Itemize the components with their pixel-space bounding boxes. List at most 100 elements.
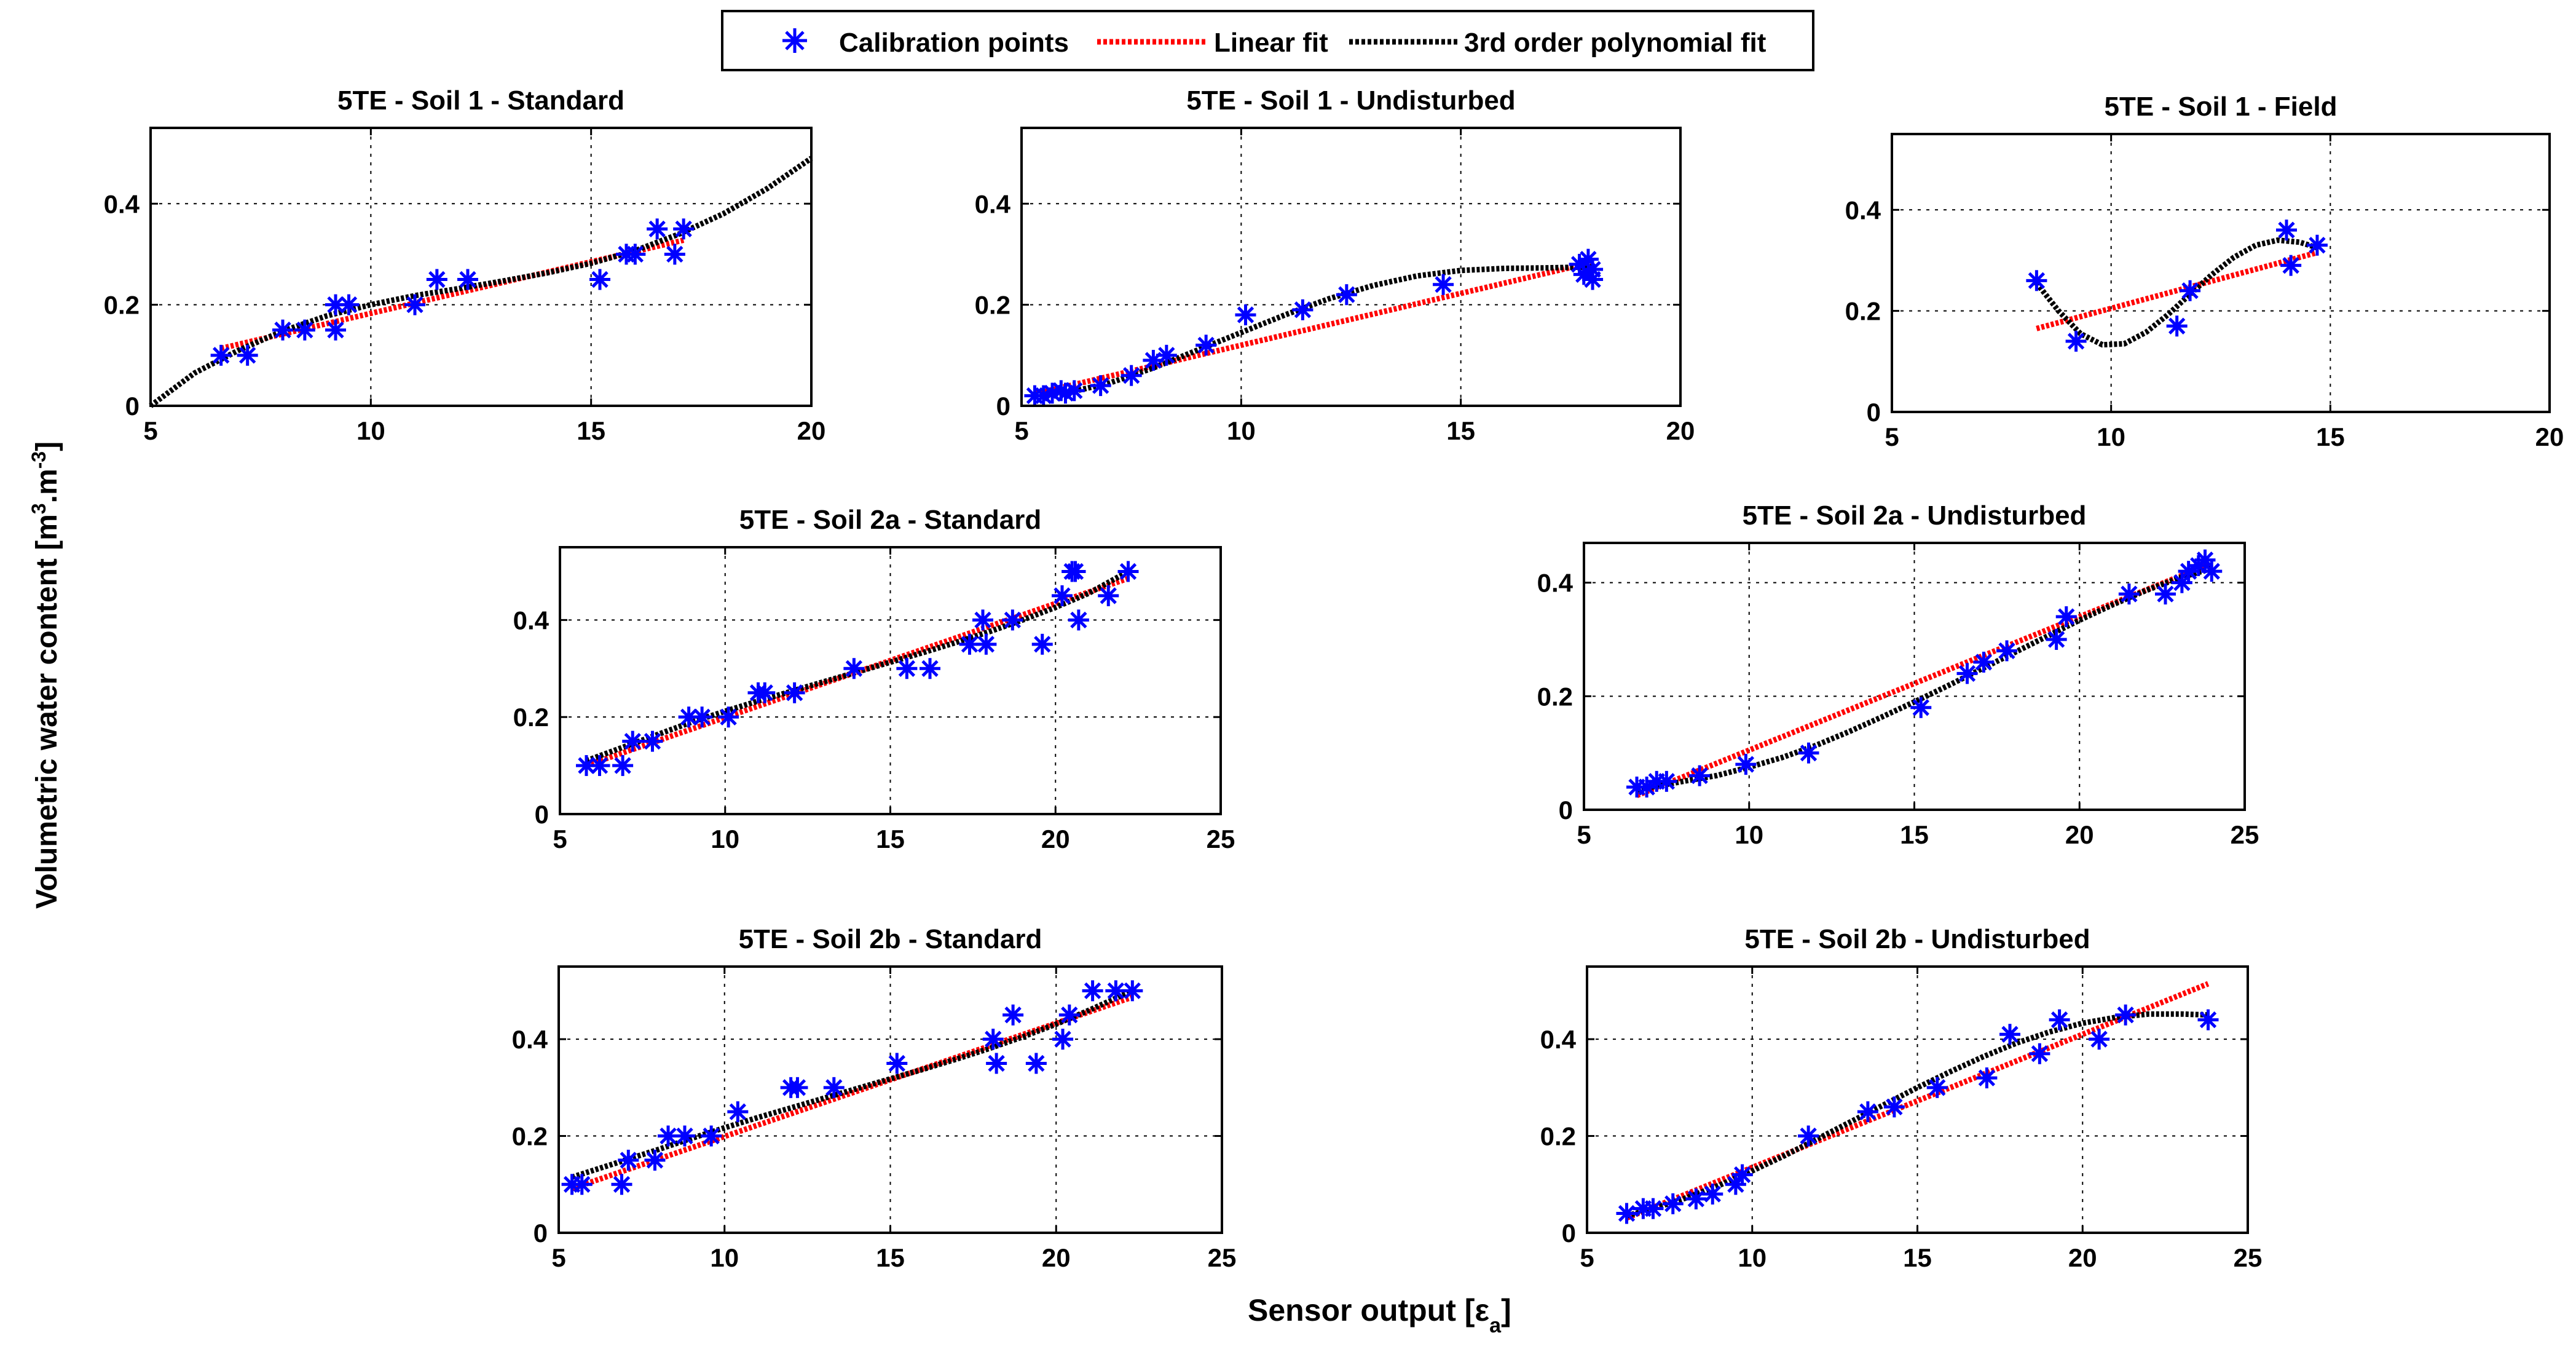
calibration-point — [457, 269, 478, 290]
y-tick-label: 0.2 — [975, 291, 1010, 320]
calibration-point — [426, 269, 447, 290]
calibration-point — [210, 344, 232, 366]
calibration-point — [1702, 1184, 1723, 1205]
calibration-point — [404, 294, 425, 315]
calibration-point — [2201, 561, 2223, 582]
calibration-point — [1292, 299, 1314, 320]
legend-points-label: Calibration points — [839, 28, 1069, 58]
x-tick-label: 20 — [1041, 825, 1070, 853]
y-tick-label: 0 — [534, 1219, 548, 1248]
calibration-point — [823, 1077, 845, 1098]
y-tick-label: 0.4 — [1845, 196, 1881, 224]
calibration-point — [2171, 572, 2192, 593]
calibration-point — [664, 243, 685, 265]
calibration-point — [982, 1029, 1004, 1050]
calibration-point — [1002, 609, 1023, 631]
calibration-point — [1063, 380, 1085, 402]
calibration-point — [975, 633, 997, 655]
plot-area — [1892, 134, 2550, 412]
subplot-soil2a-standard: 5 10 15 20 25 0 0.2 0.4 5TE - Soil 2a - Standard — [513, 505, 1235, 853]
calibration-point — [1956, 663, 1978, 684]
y-tick-label: 0 — [1559, 796, 1573, 825]
calibration-point — [624, 243, 646, 265]
calibration-point — [1336, 284, 1357, 306]
calibration-point — [611, 1174, 632, 1195]
y-tick-label: 0.2 — [1540, 1122, 1576, 1151]
calibration-point — [2029, 1043, 2050, 1064]
calibration-point — [612, 755, 634, 777]
calibration-point — [674, 1125, 696, 1147]
calibration-point — [1973, 651, 1995, 673]
calibration-point — [1235, 304, 1256, 326]
calibration-point — [678, 706, 699, 728]
calibration-point — [2197, 1009, 2219, 1031]
y-tick-label: 0.4 — [975, 189, 1011, 218]
calibration-point — [1883, 1096, 1905, 1118]
calibration-point — [1656, 770, 1677, 792]
calibration-point — [622, 730, 644, 752]
calibration-point — [920, 658, 940, 679]
calibration-point — [1582, 269, 1604, 290]
calibration-point — [237, 344, 258, 366]
calibration-point — [972, 609, 993, 631]
axes-frame — [1020, 127, 1682, 407]
calibration-point — [1857, 1101, 1878, 1123]
calibration-point — [1996, 640, 2017, 662]
x-tick-label: 15 — [2316, 422, 2345, 451]
subplot-grid: 5 10 15 20 0 0.2 0.4 5TE - Soil 1 - Standard 5 10… — [104, 85, 2564, 1272]
calibration-point — [1195, 334, 1217, 356]
subplot-soil2b-standard: 5 10 15 20 25 0 0.2 0.4 5TE - Soil 2b - Standard — [512, 924, 1237, 1272]
calibration-point — [1098, 585, 1119, 606]
x-tick-label: 5 — [1577, 820, 1591, 849]
calibration-point — [338, 294, 360, 315]
x-tick-label: 15 — [1903, 1243, 1932, 1272]
axes-frame — [1586, 965, 2249, 1234]
calibration-point — [618, 1149, 639, 1171]
x-tick-label: 5 — [1014, 416, 1028, 445]
calibration-point — [1662, 1193, 1684, 1214]
calibration-point — [2280, 255, 2302, 276]
calibration-point — [644, 1149, 666, 1171]
x-tick-label: 5 — [553, 825, 567, 853]
calibration-point — [2306, 234, 2328, 256]
calibration-point — [754, 682, 776, 703]
legend-points-star — [782, 28, 807, 53]
y-tick-label: 0.2 — [513, 703, 549, 732]
subplot-title: 5TE - Soil 1 - Standard — [337, 85, 624, 116]
subplot-title: 5TE - Soil 1 - Undisturbed — [1186, 85, 1515, 116]
x-tick-label: 5 — [143, 416, 157, 445]
calibration-point — [959, 633, 980, 655]
calibration-point — [1031, 633, 1053, 655]
calibration-point — [1910, 697, 1932, 718]
calibration-point — [718, 706, 739, 728]
calibration-point — [886, 1053, 908, 1074]
y-tick-label: 0.2 — [1537, 682, 1573, 711]
y-tick-label: 0 — [125, 392, 140, 421]
calibration-point — [589, 269, 610, 290]
calibration-point — [647, 218, 668, 240]
x-tick-label: 20 — [2535, 422, 2564, 451]
calibration-point — [1117, 561, 1139, 582]
calibration-point — [2276, 220, 2297, 241]
x-tick-label: 10 — [2097, 422, 2125, 451]
axes-frame — [1891, 133, 2551, 413]
x-tick-label: 20 — [2065, 820, 2094, 849]
x-tick-label: 20 — [1042, 1243, 1071, 1272]
poly-fit-line — [149, 156, 813, 408]
calibration-point — [1976, 1067, 1998, 1089]
calibration-point — [1065, 561, 1086, 582]
x-tick-label: 10 — [1227, 416, 1256, 445]
calibration-point — [1689, 765, 1711, 786]
y-tick-label: 0.4 — [512, 1025, 548, 1054]
x-tick-label: 15 — [876, 1243, 905, 1272]
x-tick-label: 5 — [1885, 422, 1899, 451]
calibration-point — [1798, 742, 1819, 764]
y-tick-label: 0 — [996, 392, 1010, 421]
calibration-point — [843, 658, 865, 679]
calibration-point — [1121, 365, 1142, 386]
legend-linear-label: Linear fit — [1214, 28, 1328, 58]
x-tick-label: 15 — [577, 416, 605, 445]
calibration-point — [2115, 1004, 2137, 1026]
x-tick-label: 10 — [1735, 820, 1763, 849]
